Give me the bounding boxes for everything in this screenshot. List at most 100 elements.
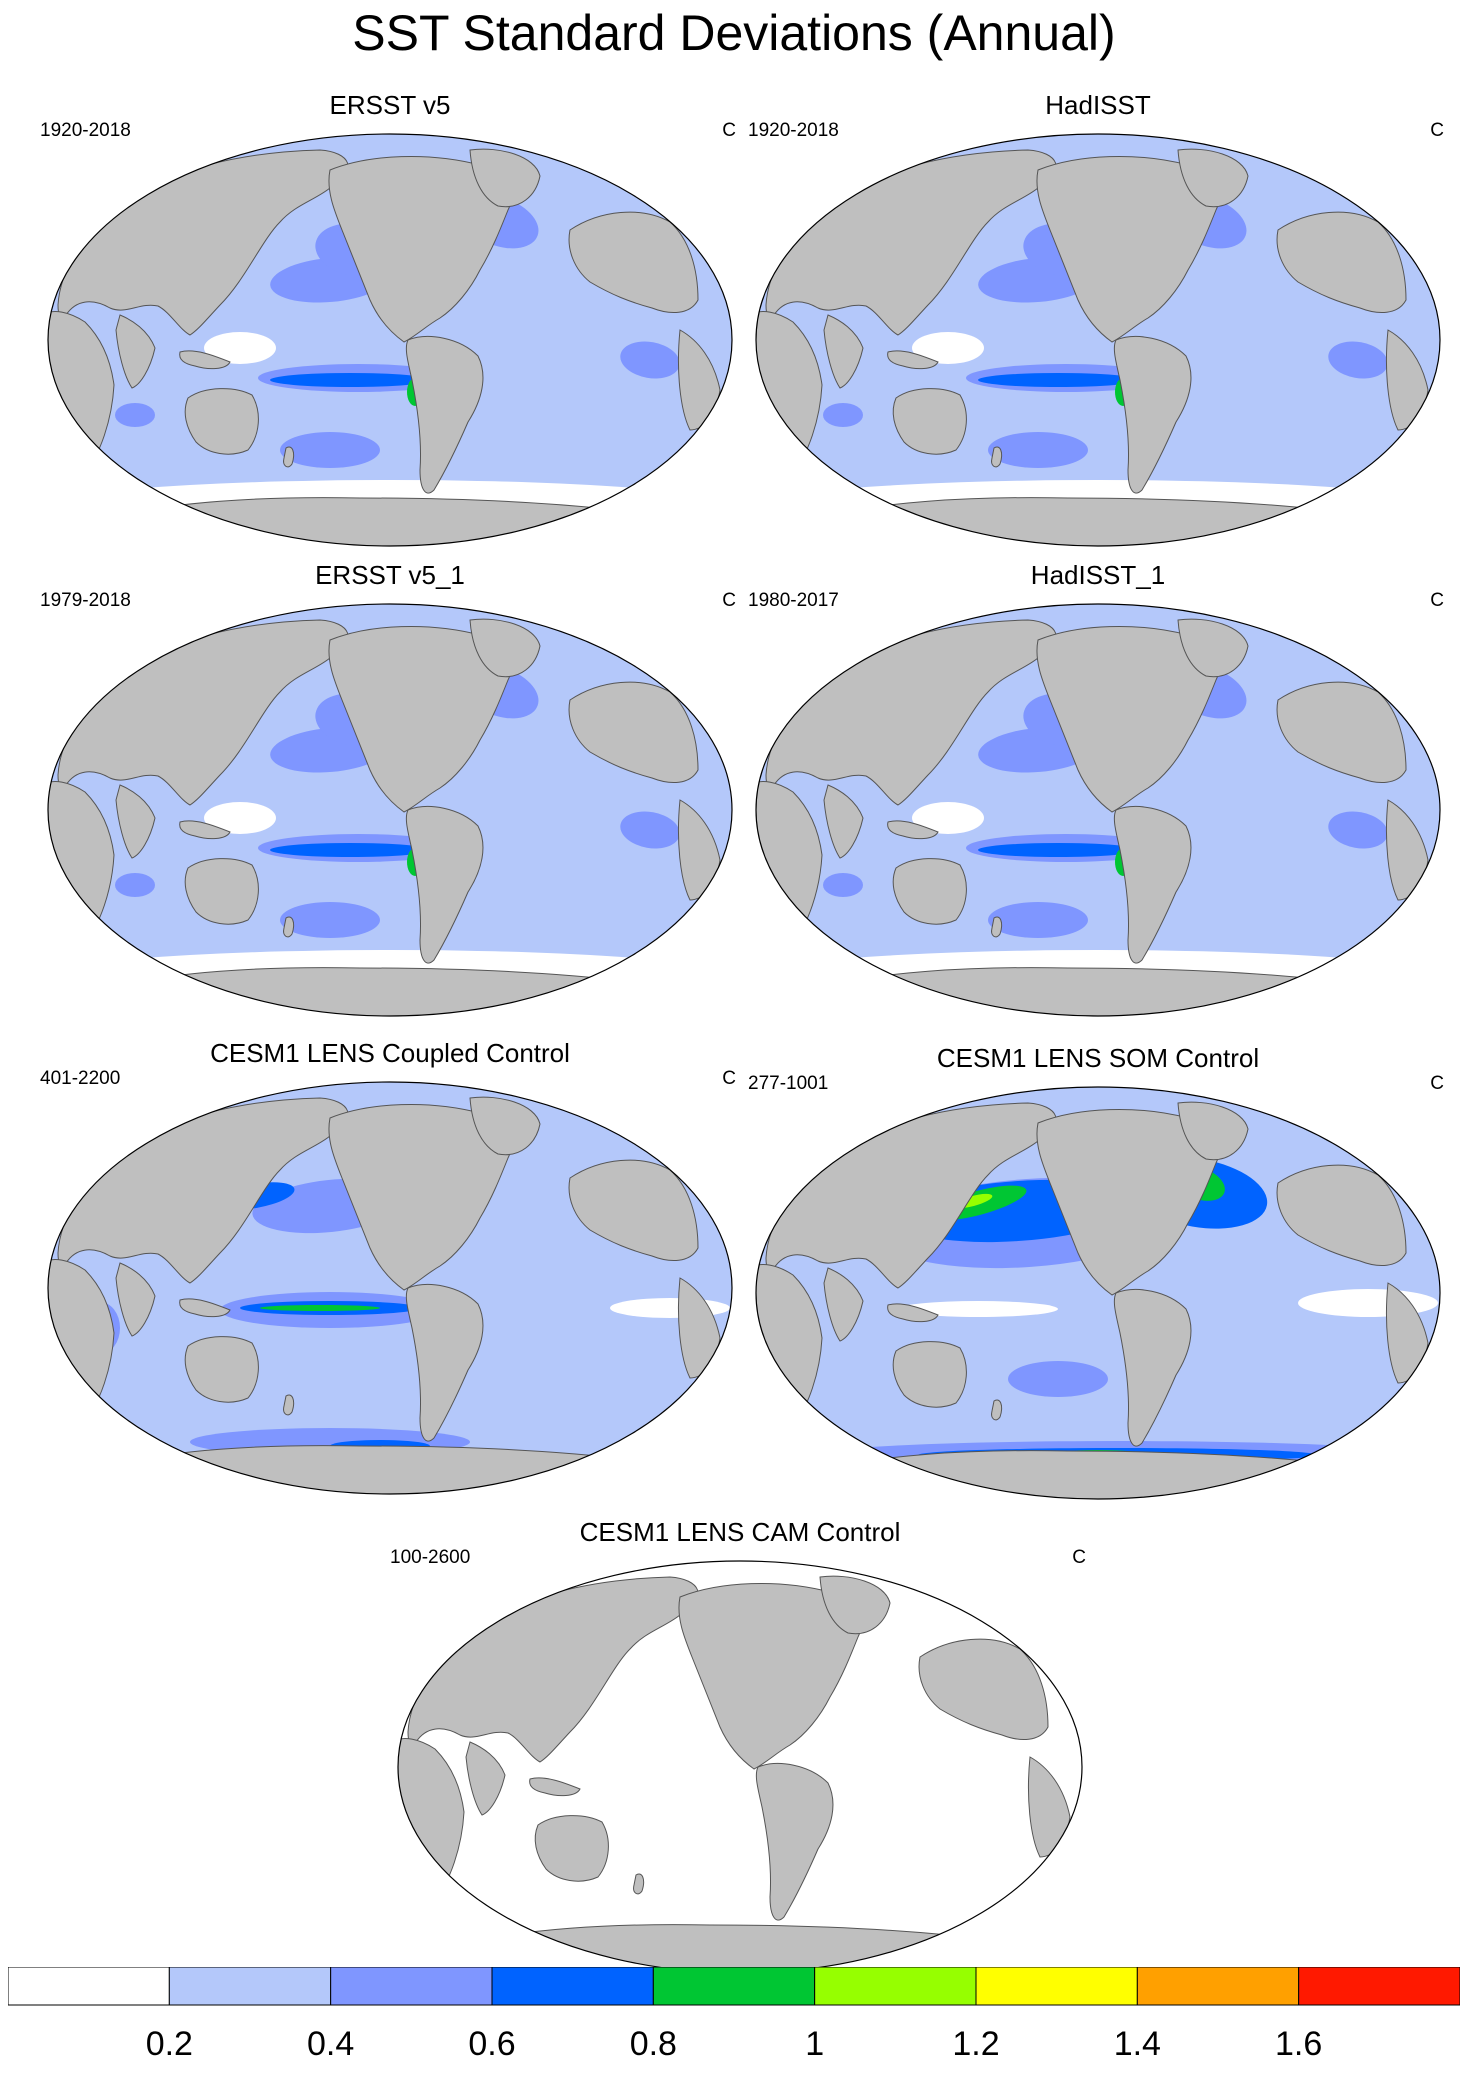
sst-contour xyxy=(978,843,1138,857)
panel-units: C xyxy=(722,1068,736,1089)
colorbar-swatches xyxy=(8,1967,1460,2006)
panel-hadisst-1: HadISST_1 1980-2017 C xyxy=(738,560,1458,1020)
sst-field xyxy=(48,1082,732,1494)
map-hadisst xyxy=(755,133,1441,547)
continent-australia xyxy=(534,1815,609,1882)
land-masses xyxy=(756,618,1429,1016)
colorbar-label: 0.8 xyxy=(629,2025,677,2063)
continent-australia xyxy=(184,858,259,925)
continent-europe xyxy=(918,1638,1049,1740)
colorbar-label: 0.6 xyxy=(468,2025,516,2063)
continent-greenland xyxy=(1177,1101,1249,1161)
continent-maritime-asia xyxy=(179,350,231,370)
continent-australia xyxy=(892,1341,967,1408)
continent-south-america xyxy=(1113,336,1192,494)
sst-contour xyxy=(1008,1361,1108,1397)
sst-contour xyxy=(912,802,984,834)
map-border xyxy=(755,603,1441,1017)
sst-contour xyxy=(115,403,155,427)
continent-new-zealand xyxy=(991,916,1003,938)
panel-ersst-v5-1: ERSST v5_1 1979-2018 C xyxy=(30,560,750,1020)
map-ersst-v5 xyxy=(47,133,733,547)
continent-south-america xyxy=(1113,806,1192,964)
continent-greenland xyxy=(469,148,541,208)
map-border xyxy=(47,1081,733,1495)
panel-period: 1979-2018 xyxy=(40,590,131,611)
sst-contour xyxy=(270,843,430,857)
sst-field xyxy=(756,604,1440,1016)
continent-europe xyxy=(1276,211,1407,313)
sst-contour xyxy=(115,873,155,897)
map-cesm1-som-control xyxy=(755,1086,1441,1500)
continent-greenland xyxy=(1177,618,1249,678)
continent-australia xyxy=(184,1336,259,1403)
panel-period: 100-2600 xyxy=(390,1547,471,1568)
sst-contour xyxy=(620,341,680,379)
continent-arabia-india xyxy=(115,1262,156,1337)
continent-maritime-asia xyxy=(887,820,939,840)
sst-contour xyxy=(280,432,380,468)
continent-south-america xyxy=(405,806,484,964)
panel-title: ERSST v5_1 xyxy=(315,560,465,590)
continent-arabia-india xyxy=(465,1741,506,1816)
continent-maritime-asia xyxy=(179,820,231,840)
panel-cesm1-coupled-control: CESM1 LENS Coupled Control 401-2200 C xyxy=(30,1038,750,1498)
panel-units: C xyxy=(722,590,736,611)
sst-contour xyxy=(823,403,863,427)
sst-field xyxy=(48,604,732,1016)
map-ersst-v5-1 xyxy=(47,603,733,1017)
colorbar-label: 1.6 xyxy=(1275,2025,1323,2063)
continent-greenland xyxy=(1177,148,1249,208)
panel-period: 1920-2018 xyxy=(40,120,131,141)
panel-period: 277-1001 xyxy=(748,1073,829,1094)
colorbar-label: 1 xyxy=(805,2025,825,2063)
colorbar-swatch xyxy=(168,1967,332,2006)
continent-australia xyxy=(184,388,259,455)
colorbar-swatch xyxy=(1298,1967,1460,2006)
sst-contour xyxy=(260,1305,380,1311)
colorbar-swatch xyxy=(8,1967,170,2006)
continent-south-america xyxy=(405,336,484,494)
continent-arabia-india xyxy=(115,784,156,859)
panel-units: C xyxy=(1430,590,1444,611)
continent-new-zealand xyxy=(991,1399,1003,1421)
sst-contour xyxy=(1328,811,1388,849)
panel-period: 401-2200 xyxy=(40,1068,121,1089)
map-cesm1-coupled-control xyxy=(47,1081,733,1495)
continent-maritime-asia xyxy=(887,350,939,370)
colorbar-swatch xyxy=(652,1967,816,2006)
panel-cesm1-cam-control: CESM1 LENS CAM Control 100-2600 C xyxy=(380,1517,1100,1977)
sst-contour xyxy=(988,902,1088,938)
panel-title: ERSST v5 xyxy=(329,90,451,120)
continent-europe xyxy=(1276,1164,1407,1266)
panel-units: C xyxy=(1430,1073,1444,1094)
colorbar-label: 1.2 xyxy=(952,2025,1000,2063)
sst-contour xyxy=(1328,341,1388,379)
panel-period: 1980-2017 xyxy=(748,590,839,611)
continent-greenland xyxy=(469,618,541,678)
land-masses xyxy=(48,1096,721,1494)
panel-period: 1920-2018 xyxy=(748,120,839,141)
map-hadisst-1 xyxy=(755,603,1441,1017)
continent-new-zealand xyxy=(283,916,295,938)
colorbar-swatch xyxy=(814,1967,977,2006)
colorbar-swatch xyxy=(975,1967,1138,2006)
panel-title: HadISST xyxy=(1045,90,1151,120)
continent-europe xyxy=(568,681,699,783)
continent-europe xyxy=(568,1159,699,1261)
panel-cesm1-som-control: CESM1 LENS SOM Control 277-1001 C xyxy=(738,1043,1458,1503)
sst-field xyxy=(756,1087,1440,1499)
map-border xyxy=(47,133,733,547)
colorbar-label: 0.4 xyxy=(307,2025,355,2063)
colorbar-swatch xyxy=(491,1967,654,2006)
panel-title: CESM1 LENS SOM Control xyxy=(936,1043,1260,1073)
continent-greenland xyxy=(469,1096,541,1156)
continent-arabia-india xyxy=(823,1267,864,1342)
continent-australia xyxy=(892,858,967,925)
land-masses xyxy=(756,1101,1429,1499)
sst-contour xyxy=(280,902,380,938)
sst-field xyxy=(48,134,732,546)
continent-arabia-india xyxy=(823,314,864,389)
continent-south-america xyxy=(1113,1289,1192,1447)
panel-title: HadISST_1 xyxy=(1030,560,1166,590)
